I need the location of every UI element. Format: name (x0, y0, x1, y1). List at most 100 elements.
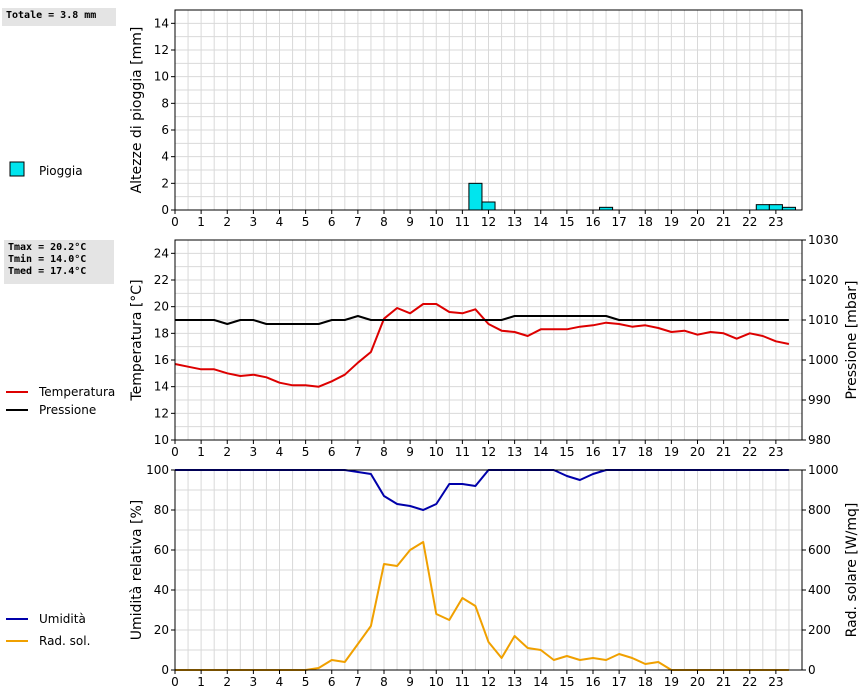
panel2-x-tick-label: 14 (533, 445, 548, 459)
panel1-x-tick-label: 0 (171, 215, 179, 229)
panel3-x-tick-label: 15 (559, 675, 574, 689)
panel2-y-axis-title: Temperatura [°C] (129, 279, 145, 401)
rain-total-box: Totale = 3.8 mm (2, 8, 116, 26)
legend-label-panel3-1: Umidità (39, 612, 86, 626)
panel1-x-tick-label: 10 (429, 215, 444, 229)
panel3-x-tick-label: 5 (302, 675, 310, 689)
panel2-x-tick-label: 6 (328, 445, 336, 459)
panel2-x-tick-label: 0 (171, 445, 179, 459)
panel3-x-tick-label: 18 (638, 675, 653, 689)
panel1-x-tick-label: 20 (690, 215, 705, 229)
panel1-y-tick-label: 10 (154, 70, 169, 84)
panel2-y2-tick-label: 980 (808, 433, 831, 447)
panel3-x-tick-label: 13 (507, 675, 522, 689)
rain-total-text: Totale = 3.8 mm (6, 10, 97, 21)
panel1-x-tick-label: 6 (328, 215, 336, 229)
panel1-x-tick-label: 21 (716, 215, 731, 229)
panel2-x-tick-label: 16 (585, 445, 600, 459)
panel3-x-tick-label: 16 (585, 675, 600, 689)
panel2-x-tick-label: 10 (429, 445, 444, 459)
panel3-x-tick-label: 10 (429, 675, 444, 689)
pressione-line (175, 315, 789, 325)
panel2-x-tick-label: 18 (638, 445, 653, 459)
panel3-x-tick-label: 6 (328, 675, 336, 689)
legend-label-panel2-1: Temperatura (38, 385, 115, 399)
panel3-y2-tick-label: 1000 (808, 463, 839, 477)
panel2-y2-tick-label: 990 (808, 393, 831, 407)
panel1-x-tick-label: 1 (197, 215, 205, 229)
panel3-x-tick-label: 14 (533, 675, 548, 689)
panel3-x-tick-label: 1 (197, 675, 205, 689)
panel3-x-tick-label: 8 (380, 675, 388, 689)
panel3-x-tick-label: 19 (664, 675, 679, 689)
panel2-x-tick-label: 23 (768, 445, 783, 459)
panel2-x-tick-label: 2 (223, 445, 231, 459)
panel1-y-tick-label: 0 (161, 203, 169, 217)
panel1-x-tick-label: 14 (533, 215, 548, 229)
panel2-x-tick-label: 8 (380, 445, 388, 459)
rain-bar (481, 201, 496, 211)
temperature-stats-box: Tmax = 20.2°C Tmin = 14.0°C Tmed = 17.4°… (4, 240, 114, 284)
panel3-x-tick-label: 4 (276, 675, 284, 689)
panel3-y2-tick-label: 0 (808, 663, 816, 677)
panel2-x-tick-label: 21 (716, 445, 731, 459)
panel3-y-tick-label: 0 (161, 663, 169, 677)
panel1-x-tick-label: 12 (481, 215, 496, 229)
legend-swatch-rain (9, 161, 25, 177)
panel3-y-axis-title: Umidità relativa [%] (129, 500, 145, 641)
panel1-x-tick-label: 17 (611, 215, 626, 229)
panel2-y-tick-label: 18 (154, 326, 169, 340)
panel1-x-tick-label: 15 (559, 215, 574, 229)
panel3-x-tick-label: 23 (768, 675, 783, 689)
tmin-text: Tmin = 14.0°C (8, 254, 87, 265)
panel3-y2-tick-label: 800 (808, 503, 831, 517)
panel2-x-tick-label: 5 (302, 445, 310, 459)
panel2-x-tick-label: 1 (197, 445, 205, 459)
panel3-y-tick-label: 100 (146, 463, 169, 477)
panel1-x-tick-label: 11 (455, 215, 470, 229)
panel2-x-tick-label: 19 (664, 445, 679, 459)
panel2-x-tick-label: 7 (354, 445, 362, 459)
tmax-text: Tmax = 20.2°C (8, 242, 87, 253)
panel3-x-tick-label: 12 (481, 675, 496, 689)
panel1-x-tick-label: 9 (406, 215, 414, 229)
panel1-x-tick-label: 18 (638, 215, 653, 229)
panel3-y2-tick-label: 600 (808, 543, 831, 557)
panel2-x-tick-label: 9 (406, 445, 414, 459)
panel2-x-tick-label: 3 (250, 445, 258, 459)
panel1-x-tick-label: 4 (276, 215, 284, 229)
panel2-x-tick-label: 22 (742, 445, 757, 459)
panel1-x-tick-label: 8 (380, 215, 388, 229)
panel1-y-tick-label: 12 (154, 43, 169, 57)
panel2-x-tick-label: 13 (507, 445, 522, 459)
panel1-y-tick-label: 8 (161, 96, 169, 110)
panel3-y2-axis-title: Rad. solare [W/mq] (844, 503, 860, 638)
panel2-y-tick-label: 10 (154, 433, 169, 447)
panel2-y-tick-label: 20 (154, 300, 169, 314)
panel2-y-tick-label: 14 (154, 380, 169, 394)
panel1-y-tick-label: 14 (154, 16, 169, 30)
panel1-x-tick-label: 3 (250, 215, 258, 229)
panel2-y-tick-label: 24 (154, 246, 169, 260)
panel2-x-tick-label: 12 (481, 445, 496, 459)
panel2-y-tick-label: 16 (154, 353, 169, 367)
legend-label-panel2-2: Pressione (39, 403, 96, 417)
panel3-x-tick-label: 0 (171, 675, 179, 689)
panel2-y-tick-label: 12 (154, 406, 169, 420)
panel2-y2-axis-title: Pressione [mbar] (844, 280, 860, 399)
panel2-y-tick-label: 22 (154, 273, 169, 287)
panel1-x-tick-label: 23 (768, 215, 783, 229)
panel2-y2-tick-label: 1000 (808, 353, 839, 367)
temperatura-line (174, 303, 790, 388)
rain-bar (755, 204, 770, 211)
panel2-y2-tick-label: 1010 (808, 313, 839, 327)
panel3-x-tick-label: 21 (716, 675, 731, 689)
panel1-y-axis-title: Altezze di pioggia [mm] (129, 27, 145, 194)
panel1-x-tick-label: 19 (664, 215, 679, 229)
legend-label-rain: Pioggia (39, 164, 83, 178)
panel3-x-tick-label: 20 (690, 675, 705, 689)
panel3-y-tick-label: 80 (154, 503, 169, 517)
legend-label-panel3-2: Rad. sol. (39, 634, 90, 648)
panel2-y2-tick-label: 1030 (808, 233, 839, 247)
panel1-x-tick-label: 7 (354, 215, 362, 229)
